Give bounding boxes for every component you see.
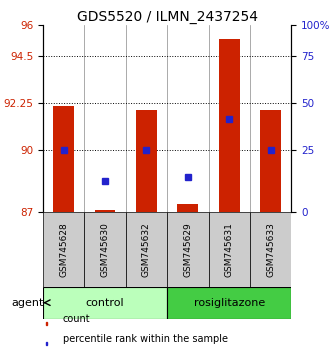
Bar — [219, 39, 240, 212]
Bar — [46, 322, 47, 325]
Bar — [167, 212, 209, 287]
Bar — [250, 212, 291, 287]
Text: rosiglitazone: rosiglitazone — [194, 298, 265, 308]
Text: GSM745629: GSM745629 — [183, 222, 192, 277]
Bar — [126, 212, 167, 287]
Text: agent: agent — [12, 298, 44, 308]
Bar — [209, 212, 250, 287]
Bar — [260, 110, 281, 212]
Bar — [43, 212, 84, 287]
Title: GDS5520 / ILMN_2437254: GDS5520 / ILMN_2437254 — [77, 10, 258, 24]
Bar — [95, 210, 116, 212]
Bar — [167, 287, 291, 319]
Bar — [136, 110, 157, 212]
Text: GSM745632: GSM745632 — [142, 222, 151, 277]
Text: GSM745633: GSM745633 — [266, 222, 275, 277]
Text: percentile rank within the sample: percentile rank within the sample — [63, 334, 228, 344]
Bar — [46, 342, 47, 345]
Text: GSM745631: GSM745631 — [225, 222, 234, 277]
Bar — [84, 212, 126, 287]
Text: control: control — [86, 298, 124, 308]
Bar — [43, 287, 167, 319]
Text: GSM745630: GSM745630 — [101, 222, 110, 277]
Text: count: count — [63, 314, 90, 324]
Bar — [53, 106, 74, 212]
Bar — [177, 204, 198, 212]
Text: GSM745628: GSM745628 — [59, 222, 68, 277]
